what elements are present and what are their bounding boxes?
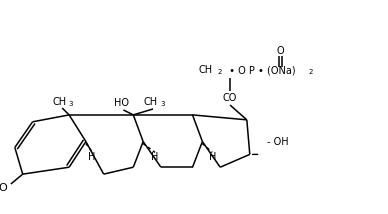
Text: CH: CH — [144, 97, 158, 107]
Text: O: O — [277, 46, 284, 56]
Text: CH: CH — [52, 97, 66, 107]
Text: CO: CO — [223, 93, 237, 103]
Text: H: H — [151, 152, 159, 162]
Text: O: O — [0, 183, 7, 193]
Text: 2: 2 — [218, 70, 222, 76]
Text: • O P • (ONa): • O P • (ONa) — [226, 65, 296, 76]
Text: H: H — [88, 152, 95, 162]
Text: - OH: - OH — [267, 137, 288, 147]
Text: 3: 3 — [69, 101, 73, 107]
Text: 2: 2 — [309, 70, 313, 76]
Text: 3: 3 — [161, 101, 165, 107]
Text: HO: HO — [114, 98, 129, 108]
Text: CH: CH — [198, 65, 212, 76]
Text: H: H — [209, 152, 216, 162]
